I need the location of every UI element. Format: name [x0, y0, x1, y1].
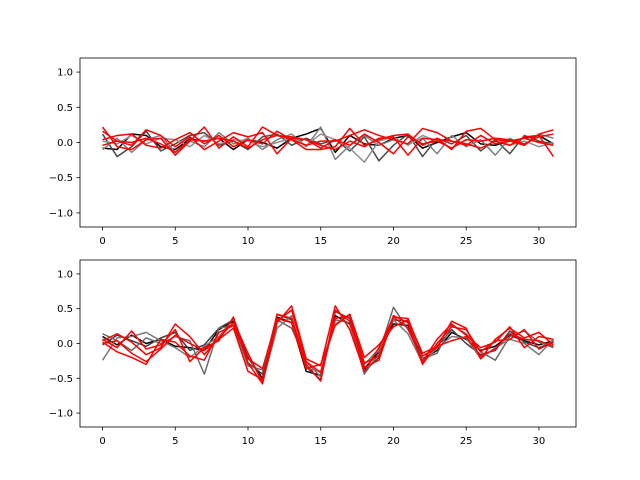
series-line-8: [102, 134, 555, 158]
x-tick-label: 0: [99, 236, 105, 247]
y-tick-label: −1.0: [49, 208, 73, 219]
series-line-7: [102, 129, 554, 155]
x-tick-label: 25: [460, 436, 473, 447]
y-tick-label: 1.0: [57, 68, 73, 79]
y-tick-label: −1.0: [49, 409, 73, 420]
x-tick-label: 5: [172, 236, 178, 247]
x-tick-label: 10: [242, 236, 255, 247]
y-tick-label: 0.5: [57, 103, 73, 114]
y-tick-label: 1.0: [57, 269, 73, 280]
y-tick-label: 0.0: [57, 339, 73, 350]
series-line-6: [102, 127, 554, 149]
x-tick-label: 0: [99, 436, 105, 447]
x-tick-label: 15: [314, 236, 327, 247]
y-tick-label: −0.5: [49, 374, 73, 385]
x-tick-label: 5: [172, 436, 178, 447]
y-tick-label: 0.5: [57, 304, 73, 315]
series-line-8: [102, 313, 554, 370]
x-tick-label: 20: [387, 436, 400, 447]
top-subplot: 0 5 10 15 20 25 30 −1.0 −0.5 0.0 0.5 1.0: [49, 57, 577, 247]
bottom-subplot: 0 5 10 15 20 25 30 −1.0 −0.5 0.0 0.5 1.0: [49, 259, 577, 447]
y-tick-label: −0.5: [49, 173, 73, 184]
x-tick-label: 15: [314, 436, 327, 447]
y-tick-label: 0.0: [57, 138, 73, 149]
x-tick-label: 30: [533, 436, 546, 447]
x-tick-label: 25: [460, 236, 473, 247]
x-tick-label: 30: [533, 236, 546, 247]
x-tick-label: 20: [387, 236, 400, 247]
x-tick-label: 10: [242, 436, 255, 447]
